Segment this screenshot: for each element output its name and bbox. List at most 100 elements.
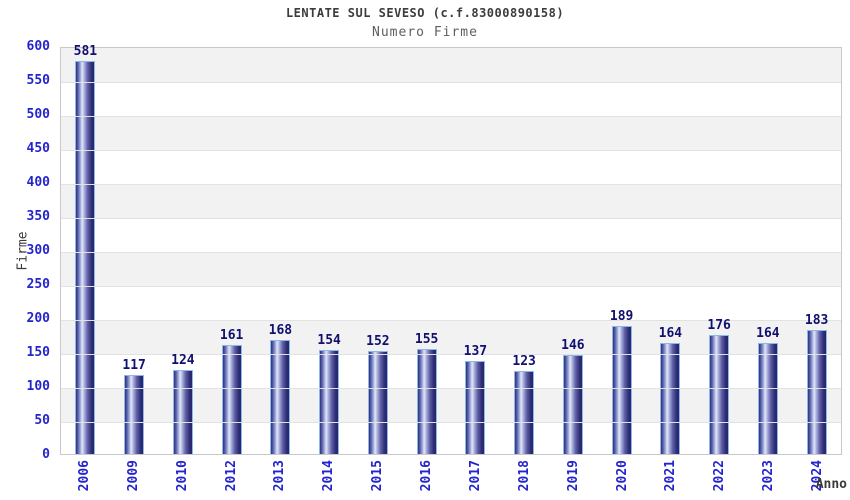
x-tick-label: 2022	[712, 460, 728, 492]
x-tick-slot: 2014	[304, 460, 353, 500]
bar-value-label: 117	[122, 357, 146, 373]
x-tick-label: 2009	[125, 460, 141, 492]
x-tick-slot: 2018	[500, 460, 549, 500]
bar-value-label: 161	[219, 328, 244, 344]
bar-value-label: 183	[804, 313, 829, 329]
bar-value-label: 137	[463, 344, 488, 360]
y-tick-label: 200	[26, 311, 50, 326]
grid-line	[61, 286, 841, 287]
x-tick-label: 2021	[663, 460, 679, 492]
bar	[465, 361, 486, 454]
bar-group: 124	[159, 48, 208, 454]
y-tick-label: 400	[26, 175, 50, 190]
grid-line	[61, 116, 841, 117]
grid-line	[61, 320, 841, 321]
grid-line	[61, 184, 841, 185]
y-tick-label: 0	[42, 447, 50, 462]
x-tick-label: 2016	[419, 460, 435, 492]
bar	[319, 349, 340, 454]
y-tick-label: 550	[26, 73, 50, 88]
bar-group: 189	[597, 48, 646, 454]
bar-group: 183	[792, 48, 841, 454]
x-tick-slot: 2020	[598, 460, 647, 500]
x-tick-slot: 2012	[207, 460, 256, 500]
bar-value-label: 154	[317, 332, 341, 348]
grid-line	[61, 354, 841, 355]
x-tick-label: 2012	[223, 460, 239, 492]
bar	[221, 345, 242, 454]
x-axis-ticks: 2006 2009 2010 2012 2013 2014 2015 2016 2017 2018…	[60, 460, 842, 500]
x-tick-slot: 2015	[353, 460, 402, 500]
bar-group: 161	[207, 48, 256, 454]
x-tick-slot: 2013	[256, 460, 305, 500]
bar-group: 164	[744, 48, 793, 454]
bar-group: 137	[451, 48, 500, 454]
x-tick-label: 2013	[272, 460, 288, 492]
bar	[757, 343, 778, 454]
bar	[367, 351, 388, 454]
bar-value-label: 164	[658, 326, 683, 342]
bar	[172, 370, 193, 454]
bar-value-label: 176	[707, 317, 731, 333]
bar	[514, 370, 535, 454]
x-tick-label: 2019	[565, 460, 581, 492]
y-tick-label: 300	[26, 243, 50, 258]
x-tick-label: 2015	[370, 460, 386, 492]
x-tick-label: 2020	[614, 460, 630, 492]
bar-value-label: 152	[366, 334, 390, 350]
y-tick-label: 600	[26, 39, 50, 54]
bar-value-label: 124	[171, 353, 195, 369]
bar	[124, 374, 145, 454]
bar-group: 176	[695, 48, 744, 454]
x-axis-label: Anno	[815, 477, 847, 492]
x-tick-label: 2010	[174, 460, 190, 492]
x-tick-slot: 2009	[109, 460, 158, 500]
y-tick-label: 100	[26, 379, 50, 394]
x-tick-slot: 2017	[451, 460, 500, 500]
chart-title: LENTATE SUL SEVESO (c.f.83000890158)	[285, 6, 565, 20]
bar-value-label: 164	[756, 326, 780, 342]
x-tick-slot: 2022	[695, 460, 744, 500]
grid-line	[61, 252, 841, 253]
x-tick-label: 2018	[516, 460, 532, 492]
bar-group: 164	[646, 48, 695, 454]
grid-line	[61, 218, 841, 219]
y-tick-label: 350	[26, 209, 50, 224]
grid-line	[61, 388, 841, 389]
bars-container: 581 117 124 161 168 154 152 155 137 123 146 189 164 1…	[61, 43, 841, 454]
bar-value-label: 155	[414, 332, 439, 348]
bar-group: 168	[256, 48, 305, 454]
y-tick-label: 150	[26, 345, 50, 360]
y-tick-label: 500	[26, 107, 50, 122]
y-tick-label: 450	[26, 141, 50, 156]
x-tick-slot: 2019	[549, 460, 598, 500]
bar-value-label: 123	[512, 353, 536, 369]
x-tick-slot: 2023	[744, 460, 793, 500]
y-tick-label: 250	[26, 277, 50, 292]
y-tick-label: 50	[34, 413, 50, 428]
x-tick-label: 2023	[761, 460, 777, 492]
x-tick-slot: 2021	[647, 460, 696, 500]
x-tick-label: 2017	[467, 460, 483, 492]
bar	[562, 355, 583, 454]
x-tick-label: 2006	[76, 460, 92, 492]
bar	[611, 326, 632, 454]
bar-group: 155	[402, 48, 451, 454]
bar-group: 152	[354, 48, 403, 454]
bar-group: 581	[61, 43, 110, 454]
x-tick-slot: 2016	[402, 460, 451, 500]
bar-value-label: 189	[609, 309, 634, 325]
x-tick-slot: 2006	[60, 460, 109, 500]
bar-group: 117	[110, 48, 159, 454]
bar	[75, 60, 96, 454]
chart-subtitle: Numero Firme	[372, 25, 478, 40]
bar	[660, 343, 681, 454]
bar-group: 146	[549, 48, 598, 454]
grid-line	[61, 150, 841, 151]
bar	[709, 334, 730, 454]
bar-value-label: 581	[73, 43, 98, 59]
bar-value-label: 146	[561, 338, 585, 354]
grid-line	[61, 82, 841, 83]
x-tick-slot: 2010	[158, 460, 207, 500]
